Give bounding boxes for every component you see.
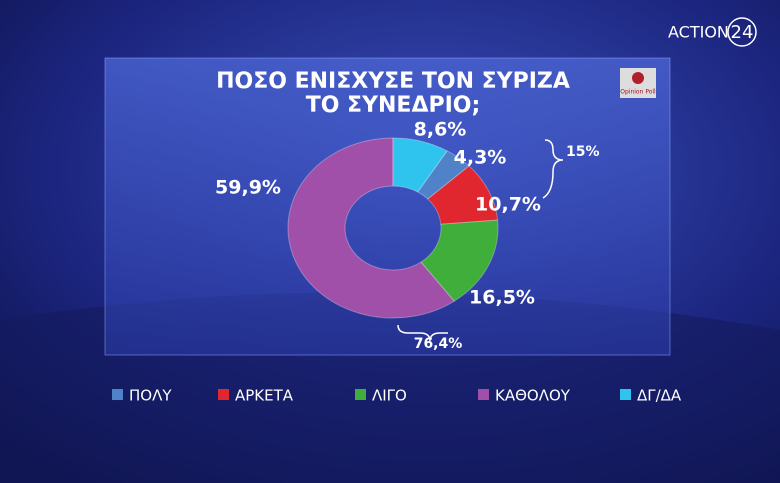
donut-segment [392,137,448,193]
legend-label: ΛΙΓΟ [372,387,407,405]
value-label: 4,3% [454,147,507,169]
donut-segment [427,165,499,225]
annotation: 76,4% [414,336,463,352]
brace [542,139,564,199]
value-label: 10,7% [475,194,541,216]
legend-swatch [112,389,123,400]
annotation: 15% [566,144,600,160]
chart-title: ΠΟΣΟ ΕΝΙΣΧΥΣΕ ΤΟΝ ΣΥΡΙΖΑ [216,69,570,94]
legend-swatch [355,389,366,400]
legend-label: ΑΡΚΕΤΑ [235,387,294,405]
value-label: 59,9% [215,177,281,199]
legend-swatch [478,389,489,400]
channel-logo: ACTION [668,23,729,42]
legend-swatch [620,389,631,400]
value-label: 16,5% [469,287,535,309]
value-label: 8,6% [414,119,467,141]
chart-title: ΤΟ ΣΥΝΕΔΡΙΟ; [306,93,481,118]
donut-segment [420,219,499,302]
donut-segment [416,150,470,200]
pollster-name: Opinion Poll [620,89,656,96]
legend-label: ΠΟΛΥ [129,387,172,405]
legend-swatch [218,389,229,400]
pollster-icon [632,72,644,84]
donut-segment [287,137,455,319]
channel-number: 24 [731,22,754,43]
logo-ring [727,17,757,47]
brace [397,324,448,342]
legend-label: ΔΓ/ΔΑ [637,387,682,405]
legend-label: ΚΑΘΟΛΟΥ [495,387,571,405]
